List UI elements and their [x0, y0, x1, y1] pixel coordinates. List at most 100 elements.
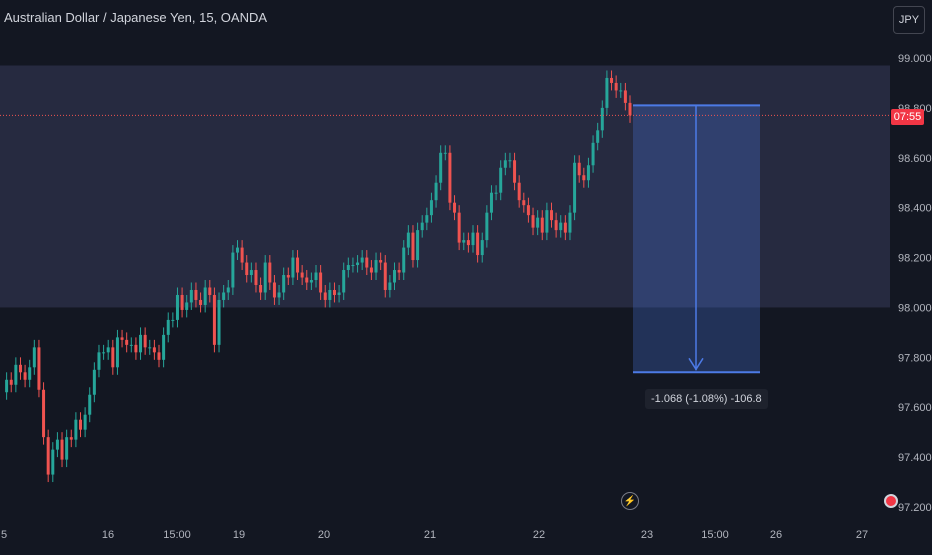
candle-body	[596, 130, 600, 143]
candle-body	[582, 175, 586, 181]
candle-body	[14, 364, 18, 385]
x-tick-label: 23	[641, 529, 653, 541]
candle-body	[245, 262, 249, 276]
candle-body	[494, 192, 498, 194]
candle-body	[115, 337, 119, 368]
alert-icon[interactable]	[884, 494, 898, 508]
candle-body	[360, 257, 364, 263]
candle-body	[309, 280, 313, 283]
candle-body	[439, 152, 443, 183]
symbol-title[interactable]: Australian Dollar / Japanese Yen, 15, OA…	[4, 10, 268, 25]
x-tick-label: 19	[233, 529, 245, 541]
candle-body	[305, 277, 309, 283]
candle-body	[471, 232, 475, 246]
candle-body	[559, 222, 563, 231]
candle-body	[282, 275, 286, 293]
candle-body	[623, 90, 627, 103]
candle-body	[134, 344, 138, 353]
candle-body	[97, 352, 101, 370]
candle-body	[254, 270, 258, 285]
candle-body	[351, 265, 355, 267]
measure-result-label: -1.068 (-1.08%) -106.8	[645, 389, 768, 409]
candle-body	[605, 77, 609, 108]
candle-body	[374, 260, 378, 273]
candle-body	[314, 272, 318, 281]
candle-body	[157, 352, 161, 360]
candle-body	[236, 247, 239, 253]
candle-body	[5, 379, 9, 393]
candle-body	[18, 364, 22, 373]
candle-body	[337, 292, 341, 295]
candle-body	[425, 215, 429, 223]
candle-body	[180, 294, 184, 310]
candle-body	[60, 439, 64, 460]
candle-body	[365, 257, 369, 268]
candle-body	[393, 270, 396, 283]
candle-body	[102, 352, 106, 354]
x-tick-label: 20	[318, 529, 330, 541]
lightning-icon[interactable]: ⚡	[621, 492, 639, 510]
candle-body	[397, 270, 401, 273]
candle-body	[249, 270, 253, 276]
y-tick-label: 97.800	[898, 352, 932, 364]
candle-body	[199, 299, 203, 305]
candle-body	[369, 267, 373, 273]
candle-body	[356, 262, 360, 266]
candle-body	[74, 419, 78, 440]
candle-body	[540, 217, 544, 233]
candle-body	[526, 205, 530, 216]
candle-body	[300, 272, 304, 278]
currency-button[interactable]: JPY	[893, 6, 925, 34]
candle-body	[296, 257, 300, 273]
candle-body	[517, 182, 521, 201]
candle-body	[139, 334, 143, 353]
candle-body	[485, 212, 489, 241]
candle-body	[342, 270, 346, 293]
candle-body	[88, 394, 92, 415]
candle-body	[120, 337, 124, 340]
candle-body	[51, 449, 55, 475]
candle-body	[194, 289, 198, 300]
candle-body	[568, 212, 572, 233]
y-tick-label: 98.400	[898, 203, 932, 215]
candle-body	[143, 334, 147, 348]
candle-body	[388, 282, 392, 290]
candle-body	[37, 347, 41, 390]
candle-body	[259, 284, 263, 293]
x-tick-label: 16	[102, 529, 114, 541]
candle-body	[586, 165, 590, 181]
candle-body	[65, 437, 69, 460]
candle-body	[23, 372, 27, 380]
candle-body	[286, 275, 290, 278]
candle-body	[434, 182, 438, 201]
candle-body	[272, 282, 276, 298]
candle-body	[203, 287, 207, 305]
x-tick-label: 22	[533, 529, 545, 541]
candle-body	[531, 215, 535, 228]
candle-body	[508, 160, 512, 162]
candle-body	[536, 217, 540, 228]
candle-body	[106, 347, 110, 353]
candle-body	[610, 77, 614, 83]
candle-body	[466, 240, 470, 246]
y-tick-label: 97.600	[898, 402, 932, 414]
candle-body	[208, 287, 212, 295]
candle-body	[268, 262, 272, 283]
candle-body	[69, 437, 73, 440]
candle-body	[92, 369, 96, 395]
candle-body	[226, 287, 230, 293]
candle-body	[503, 160, 507, 168]
candle-body	[171, 319, 175, 321]
candle-body	[550, 210, 553, 221]
candle-body	[263, 262, 267, 293]
candle-body	[166, 319, 170, 335]
candle-body	[125, 339, 129, 345]
y-tick-label: 98.600	[898, 153, 932, 165]
x-tick-label: 26	[770, 529, 782, 541]
candle-body	[175, 294, 179, 320]
candle-body	[513, 160, 517, 183]
y-tick-label: 98.200	[898, 253, 932, 265]
candle-body	[619, 90, 623, 92]
